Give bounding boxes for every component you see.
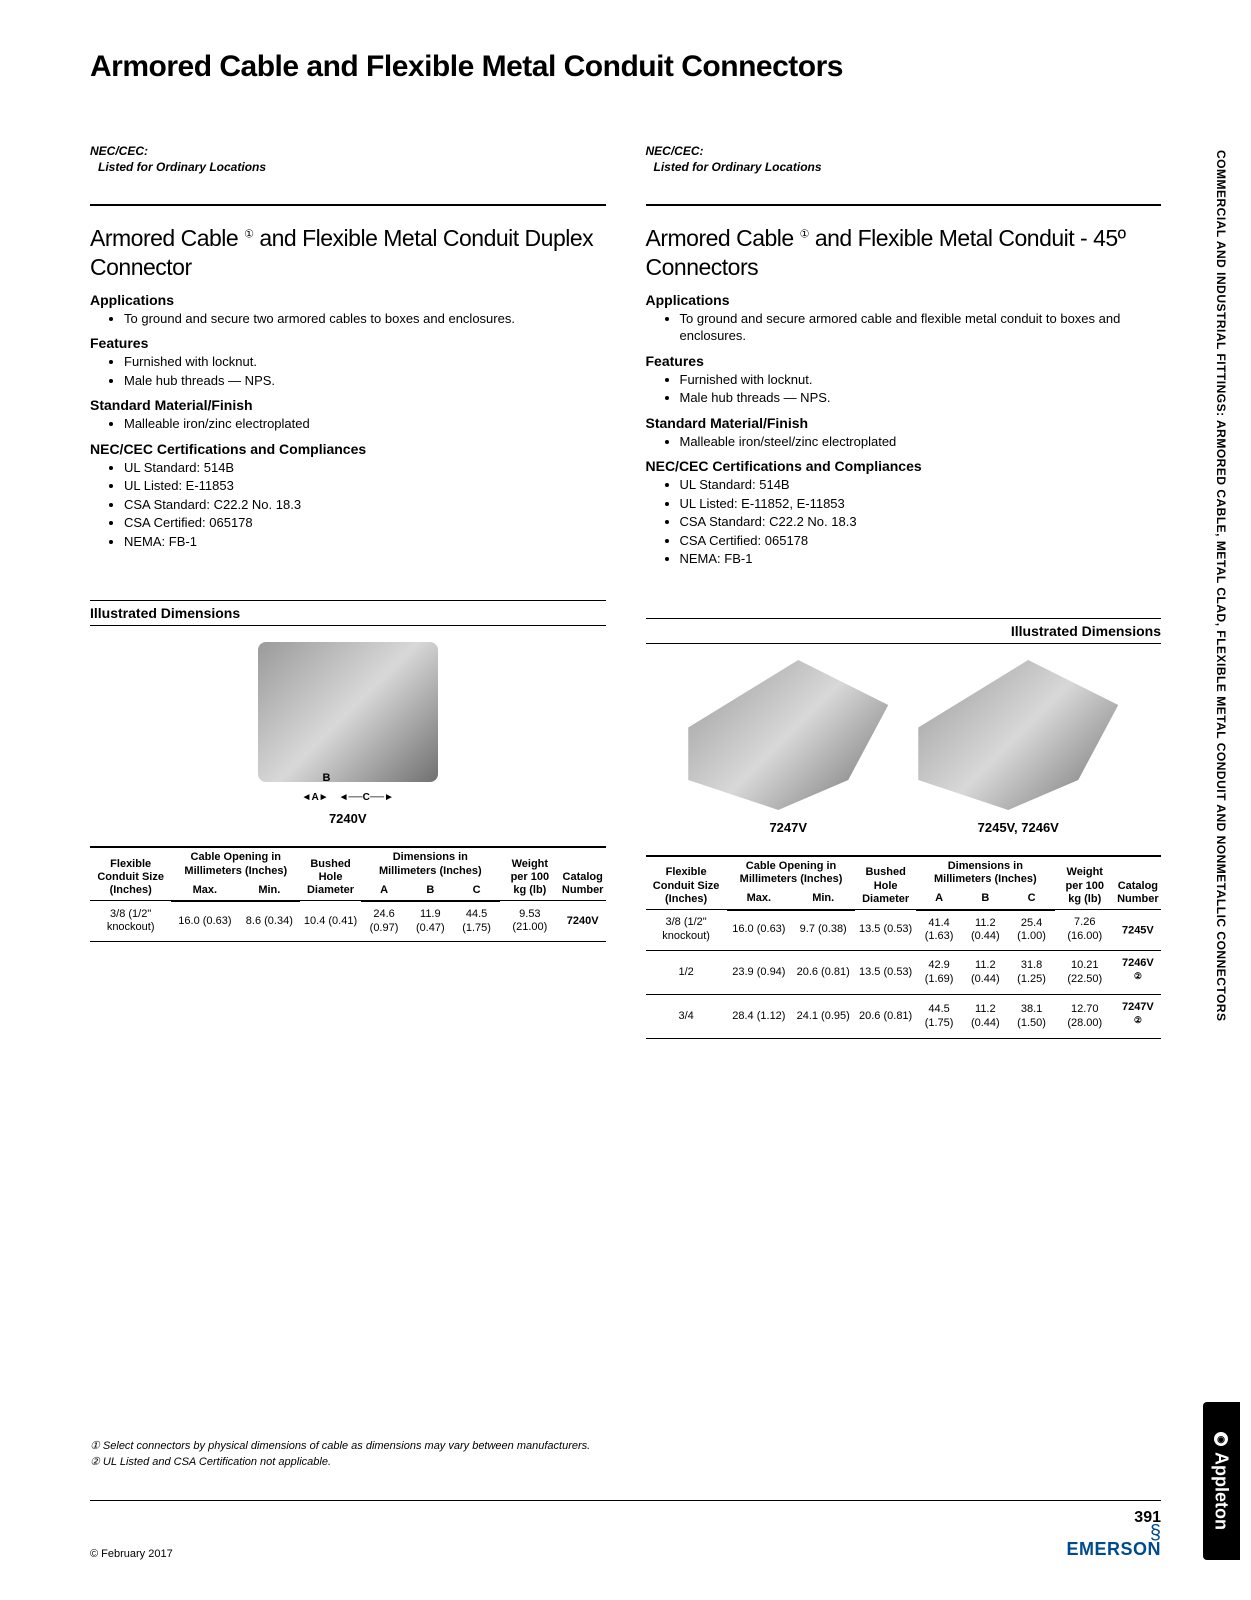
th-dims: Dimensions in Millimeters (Inches) [361,847,500,880]
figure-caption: 7247V [688,820,888,835]
th-wt: Weight per 100kg (lb) [1055,856,1115,910]
left-section-title: Armored Cable ① and Flexible Metal Condu… [90,224,606,282]
side-brand-tab: ◉ Appleton [1203,1402,1240,1560]
emerson-logo: EMERSON [1066,1539,1161,1560]
table-row: 3/8 (1/2" knockout) 16.0 (0.63) 9.7 (0.3… [646,910,1162,951]
th-dims: Dimensions in Millimeters (Inches) [916,856,1055,889]
material-heading: Standard Material/Finish [90,397,606,413]
features-heading: Features [90,335,606,351]
cert-heading: NEC/CEC Certifications and Compliances [646,458,1162,474]
th-bush: Bushed HoleDiameter [300,847,361,901]
material-heading: Standard Material/Finish [646,415,1162,431]
right-section-title: Armored Cable ① and Flexible Metal Condu… [646,224,1162,282]
figure-caption: 7240V [258,811,438,826]
cert-heading: NEC/CEC Certifications and Compliances [90,441,606,457]
features-list: Furnished with locknut. Male hub threads… [646,371,1162,407]
side-tab: COMMERCIAL AND INDUSTRIAL FITTINGS: ARMO… [1191,140,1251,1560]
material-list: Malleable iron/steel/zinc electroplated [646,433,1162,451]
th-cat: CatalogNumber [1115,856,1161,910]
th-flex: Flexible Conduit Size(Inches) [90,847,171,901]
footnote-2: ② UL Listed and CSA Certification not ap… [90,1455,590,1470]
material-list: Malleable iron/zinc electroplated [90,415,606,433]
nec-label: NEC/CEC: [646,144,704,158]
th-wt: Weight per 100kg (lb) [500,847,560,901]
nec-sub: Listed for Ordinary Locations [90,160,266,174]
divider [90,204,606,206]
product-image: B [258,642,438,782]
brand-ring-icon: ◉ [1214,1432,1228,1446]
product-image [688,660,888,810]
nec-label: NEC/CEC: [90,144,148,158]
features-list: Furnished with locknut. Male hub threads… [90,353,606,389]
product-image: ◄──A──► C ►│ B │◄ [918,660,1118,810]
page-title: Armored Cable and Flexible Metal Conduit… [90,50,1161,84]
applications-list: To ground and secure armored cable and f… [646,310,1162,345]
divider [646,204,1162,206]
spec-table-right: Flexible Conduit Size(Inches) Cable Open… [646,855,1162,1039]
spec-table-left: Flexible Conduit Size(Inches) Cable Open… [90,846,606,942]
cert-list: UL Standard: 514B UL Listed: E-11853 CSA… [90,459,606,551]
nec-sub: Listed for Ordinary Locations [646,160,822,174]
th-cable: Cable Opening in Millimeters (Inches) [727,856,856,889]
footnotes: ① Select connectors by physical dimensio… [90,1439,590,1470]
footer-brand: 391 § EMERSON [1066,1509,1161,1560]
figure-caption: 7245V, 7246V [918,820,1118,835]
applications-heading: Applications [646,292,1162,308]
table-row: 3/8 (1/2" knockout) 16.0 (0.63) 8.6 (0.3… [90,901,606,942]
copyright: © February 2017 [90,1548,173,1560]
page-footer: © February 2017 391 § EMERSON [90,1500,1161,1560]
applications-heading: Applications [90,292,606,308]
figure-7247v: 7247V [688,660,888,835]
th-cable: Cable Opening in Millimeters (Inches) [171,847,300,880]
illus-heading-left: Illustrated Dimensions [90,600,606,626]
table-row: 1/2 23.9 (0.94) 20.6 (0.81) 13.5 (0.53) … [646,951,1162,995]
features-heading: Features [646,353,1162,369]
th-flex: Flexible Conduit Size(Inches) [646,856,727,910]
th-cat: CatalogNumber [560,847,606,901]
illus-heading-right: Illustrated Dimensions [646,618,1162,644]
th-bush: Bushed HoleDiameter [855,856,916,910]
figure-7240v: B ◄A► ◄──C──► 7240V [258,642,438,826]
side-category-text: COMMERCIAL AND INDUSTRIAL FITTINGS: ARMO… [1214,140,1228,1382]
left-column: NEC/CEC: Listed for Ordinary Locations A… [90,144,606,1039]
page-number: 391 [1066,1509,1161,1527]
right-column: NEC/CEC: Listed for Ordinary Locations A… [646,144,1162,1039]
table-row: 3/4 28.4 (1.12) 24.1 (0.95) 20.6 (0.81) … [646,995,1162,1039]
figure-7245v-7246v: ◄──A──► C ►│ B │◄ 7245V, 7246V [918,660,1118,835]
emerson-swoosh-icon: § [1066,1527,1161,1539]
cert-list: UL Standard: 514B UL Listed: E-11852, E-… [646,476,1162,568]
applications-list: To ground and secure two armored cables … [90,310,606,328]
footnote-1: ① Select connectors by physical dimensio… [90,1439,590,1454]
